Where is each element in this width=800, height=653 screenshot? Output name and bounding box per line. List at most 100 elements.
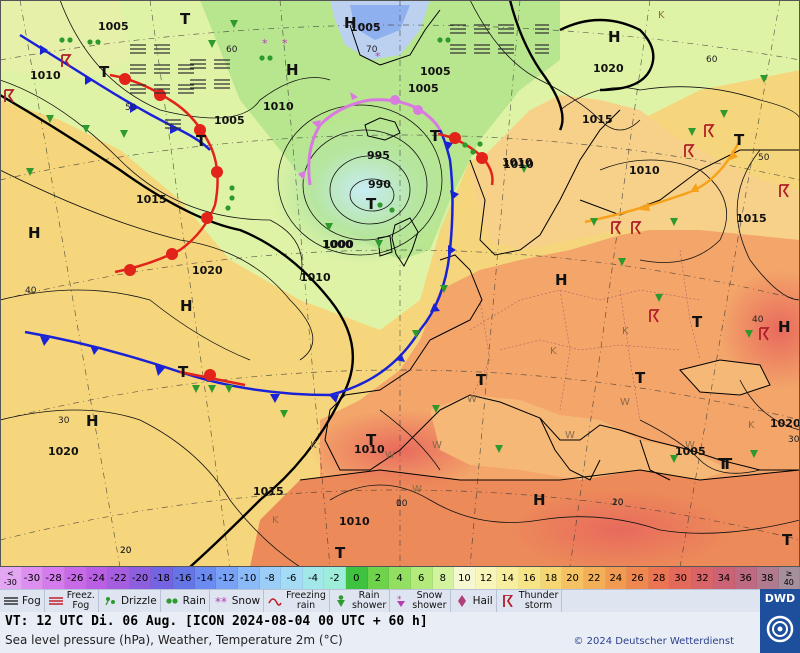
temperature-scale-cell: 0 [346,567,368,589]
pressure-label: 1010 [354,443,385,456]
pressure-center-label: H [180,297,193,315]
legend-label: Freez. Fog [66,590,95,611]
legend-item-freezing-fog: Freez. Fog [45,590,99,612]
temperature-scale-cell: -16 [173,567,195,589]
legend-item-drizzle: Drizzle [99,590,161,612]
pressure-center-label: T [335,544,346,562]
temperature-scale-cell: < -30 [0,567,22,589]
temperature-scale-cell: -30 [21,567,44,589]
temperature-scale-cell: -14 [194,567,217,589]
longitude-label: 20 [612,498,624,508]
pressure-center-label: T [196,132,207,150]
temperature-scale-cell: 2 [367,567,390,589]
temperature-scale-cell: -26 [64,567,87,589]
temperature-scale: < -30 -30 -28 -26 -24 -22 -20 -18 -16 -14 -12 -10 -8… [0,567,800,589]
pressure-label: 1005 [214,114,245,127]
pressure-label: 1015 [136,193,167,206]
temperature-scale-cell: 30 [670,567,692,589]
pressure-label: 1010 [503,158,534,171]
temperature-scale-cell: 18 [540,567,563,589]
scandinavia-land [470,95,800,250]
pressure-label: 1000 [323,238,354,251]
pressure-label: 1005 [675,445,706,458]
pressure-label: 1010 [30,69,61,82]
pressure-label: 1010 [502,156,533,169]
temperature-scale-cell: -6 [281,567,303,589]
temperature-scale-cell: -4 [302,567,325,589]
pressure-center-label: T [476,371,487,389]
legend-item-snow: * * Snow [210,590,265,612]
temperature-scale-cell: 34 [713,567,736,589]
svg-text:*: * [375,50,381,63]
temperature-scale-cell: 8 [432,567,455,589]
legend-label: Drizzle [120,595,157,607]
synoptic-map: * * * 1005 1015 1010 1005 1010 1005 1020… [0,0,800,567]
snow-icon: * * [213,594,229,608]
copyright: © 2024 Deutscher Wetterdienst [573,636,734,647]
freezing-rain-icon [267,594,283,608]
temperature-scale-cell: 10 [454,567,476,589]
pressure-label: 1010 [300,271,331,284]
legend-item-rain-shower: Rain shower [330,590,391,612]
pressure-label: 1010 [629,164,660,177]
legend-label: Snow [231,595,261,607]
pressure-label: 1005 [98,20,129,33]
legend-label: Snow shower [412,590,447,611]
footer: VT: 12 UTC Di. 06 Aug. [ICON 2024-08-04 … [0,612,760,653]
temperature-scale-cell: -24 [86,567,109,589]
pressure-center-label: T [782,531,793,549]
pressure-center-label: H [28,224,41,242]
freezing-fog-icon [48,594,64,608]
legend-item-freezing-rain: Freezing rain [264,590,330,612]
latitude-label: 70 [366,45,378,55]
snow-symbols: * * * [262,37,381,63]
pressure-center-label: T [718,455,729,473]
temperature-scale-cell: -10 [237,567,260,589]
sahara-heat [510,490,730,567]
temperature-scale-cell: 26 [627,567,649,589]
graticule [0,0,800,567]
dwd-logo-text: DWD [764,592,796,605]
legend-label: Rain [182,595,206,607]
map-description: Sea level pressure (hPa), Weather, Tempe… [5,633,343,647]
occluded-front [298,92,442,186]
pressure-center-label: H [533,491,546,509]
temperature-scale-cell: 6 [410,567,433,589]
kw-mark: K [748,420,755,431]
pressure-center-label: T [722,455,733,473]
kw-mark: W [432,440,442,451]
pressure-labels: 1005 1015 1010 1005 1010 1005 1020 1015 … [30,20,800,528]
latitude-label: 60 [226,45,238,55]
pressure-center-label: H [344,14,357,32]
temperature-scale-cell: -12 [216,567,238,589]
latitude-label: 50 [125,103,137,113]
pressure-label: 1020 [770,417,800,430]
black-sea [680,360,770,395]
svg-text:*: * [215,595,221,607]
pressure-center-label: T [635,369,646,387]
svg-text:*: * [262,37,268,50]
longitude-label: 10 [612,498,624,508]
kw-mark: K [658,10,665,21]
high-low-labels: H T T T H T T H T T H H H T H T T T H H … [28,10,793,562]
pressure-label: 1005 [408,82,439,95]
rain-shower-icon [333,594,349,608]
country-borders [469,249,701,421]
kw-mark: K [310,440,317,451]
pressure-label: 1000 [322,238,353,251]
coastlines [299,9,800,481]
pressure-center-label: T [734,131,745,149]
mediterranean-sea [430,395,730,480]
kw-mark: K [622,326,629,337]
temperature-scale-cell: -22 [108,567,130,589]
legend-item-fog: Fog [0,590,45,612]
graticule-labels: 60 50 40 30 20 70 60 50 40 30 20 10 0 10… [25,45,800,556]
temperature-scale-cell: 16 [519,567,541,589]
legend-label: Hail [472,595,493,607]
kw-mark: W [685,440,695,451]
pressure-center-label: H [86,412,99,430]
pressure-label: 1020 [192,264,223,277]
temperature-scale-cell: 36 [735,567,757,589]
pressure-label: 1005 [350,21,381,34]
legend-item-rain: Rain [161,590,210,612]
